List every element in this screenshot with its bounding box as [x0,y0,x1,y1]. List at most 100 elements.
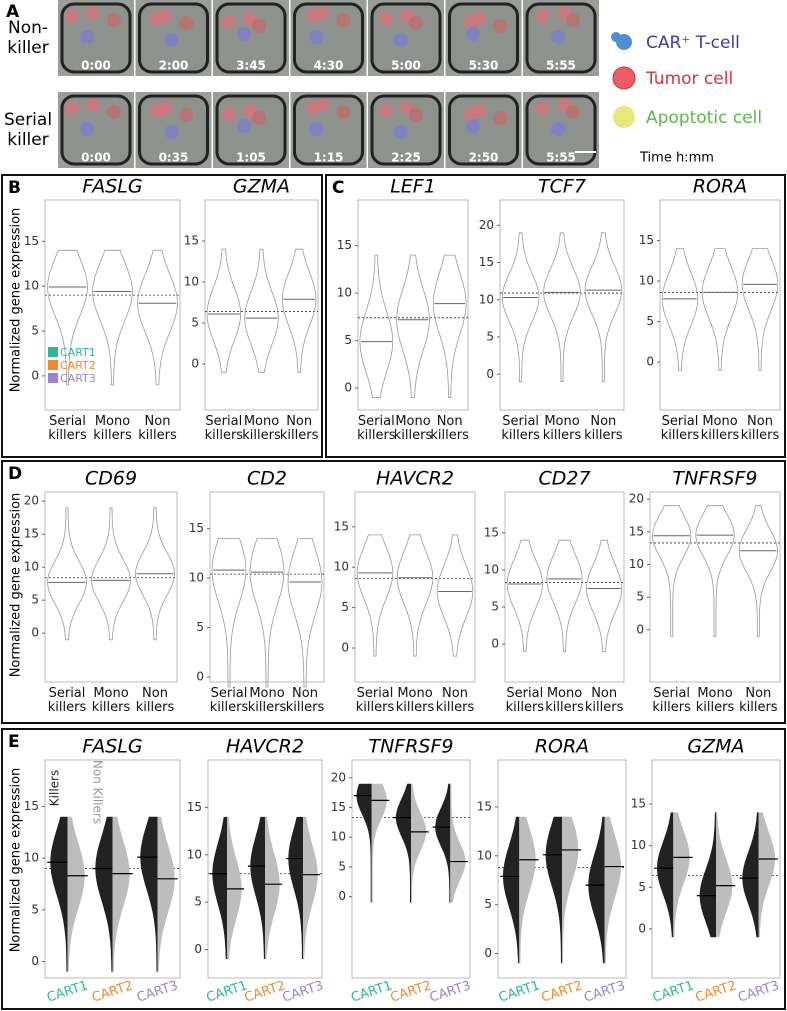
panel-box [1,728,786,1010]
plot-frame [651,759,781,979]
x-tick-label: Non killers [135,686,175,715]
y-tick-label: 5 [31,593,39,607]
plot-frame [207,759,323,979]
y-tick-label: 0 [338,889,346,903]
y-tick-label: 20 [331,770,346,784]
half-violin [212,816,227,959]
violin [92,249,133,386]
half-violin [95,816,113,972]
violin [137,249,178,386]
legend-icon [611,32,621,42]
cell [394,33,408,47]
x-tick-label: Serial killers [505,686,545,715]
x-tick-label: Serial killers [48,414,87,443]
violin [506,539,543,652]
panel-label: A [6,2,20,22]
x-tick-label: Serial killers [501,414,540,443]
half-violin [112,816,130,972]
y-tick-label: 20 [479,218,494,232]
half-violin [588,816,605,964]
half-violin [604,816,621,964]
plot-frame [499,199,625,411]
cell [566,105,580,119]
half-violin [67,816,85,972]
x-tick-label: Mono killers [695,686,735,715]
cell [237,27,251,41]
plot-frame [209,491,325,683]
plot-frame [659,199,781,411]
x-tick-label: Non killers [584,414,623,443]
chart-title: TNFRSF9 [672,468,757,490]
y-tick-label: 10 [631,838,646,852]
cell [566,13,580,27]
y-tick-label: 15 [484,525,499,539]
time-label: 3:45 [236,59,266,73]
cell [472,12,487,26]
violin [436,534,474,657]
y-tick-label: 5 [491,600,499,614]
half-violin [450,783,466,903]
cell [164,125,179,139]
chart-title: FASLG [82,736,142,758]
cell [493,19,508,33]
y-tick-label: 0 [194,942,202,956]
plot-frame [649,491,781,683]
y-tick-label: 0 [341,641,349,655]
cell [466,27,481,41]
half-violin [140,816,158,972]
y-tick-label: 20 [629,492,644,506]
y-tick-label: 5 [341,600,349,614]
plot-frame [44,491,178,683]
time-label: 1:05 [236,151,266,165]
chart-title: TNFRSF9 [368,736,453,758]
y-tick-label: 15 [24,799,39,813]
cell [315,6,330,20]
y-tick-label: 5 [191,316,199,330]
x-tick-label: Mono killers [91,686,131,715]
violin [91,507,131,641]
legend-label: Apoptotic cell [646,108,762,128]
half-violin [699,812,716,938]
x-tick-label: Mono killers [93,414,132,443]
violin [584,232,622,383]
y-tick-label: 0 [31,368,39,382]
chart-title: CD27 [538,468,590,490]
y-tick-label: 10 [187,847,202,861]
y-tick-label: 0 [636,622,644,636]
y-tick-label: 15 [24,527,39,541]
chart-title: CD69 [85,468,137,490]
plot-frame [204,199,319,411]
y-tick-label: 15 [331,800,346,814]
violin [281,248,317,373]
plot-frame [354,491,476,683]
y-tick-label: 5 [638,880,646,894]
y-tick-label: 5 [196,620,204,634]
legend-label: CART2 [60,359,96,372]
cell [309,30,324,44]
y-tick-label: 15 [631,797,646,811]
cell [80,30,94,44]
violin [206,248,242,373]
violin [695,505,735,637]
cell [536,101,550,115]
cell [472,104,487,118]
cell [80,122,94,136]
cell [86,6,100,20]
x-tick-label: Mono killers [700,414,740,443]
y-tick-label: 15 [337,238,352,252]
violin [543,232,581,383]
time-label: 2:25 [391,151,421,165]
y-tick-label: 5 [484,897,492,911]
half-violin [227,816,242,959]
violin [359,254,394,398]
y-tick-label: 15 [24,234,39,248]
plot-frame [44,199,181,411]
half-violin [562,816,579,964]
y-tick-label: 5 [194,895,202,909]
plot-frame [504,491,625,683]
half-violin [742,812,759,938]
legend-swatch [48,360,58,370]
cell [65,9,79,23]
chart-title: GZMA [687,736,744,758]
